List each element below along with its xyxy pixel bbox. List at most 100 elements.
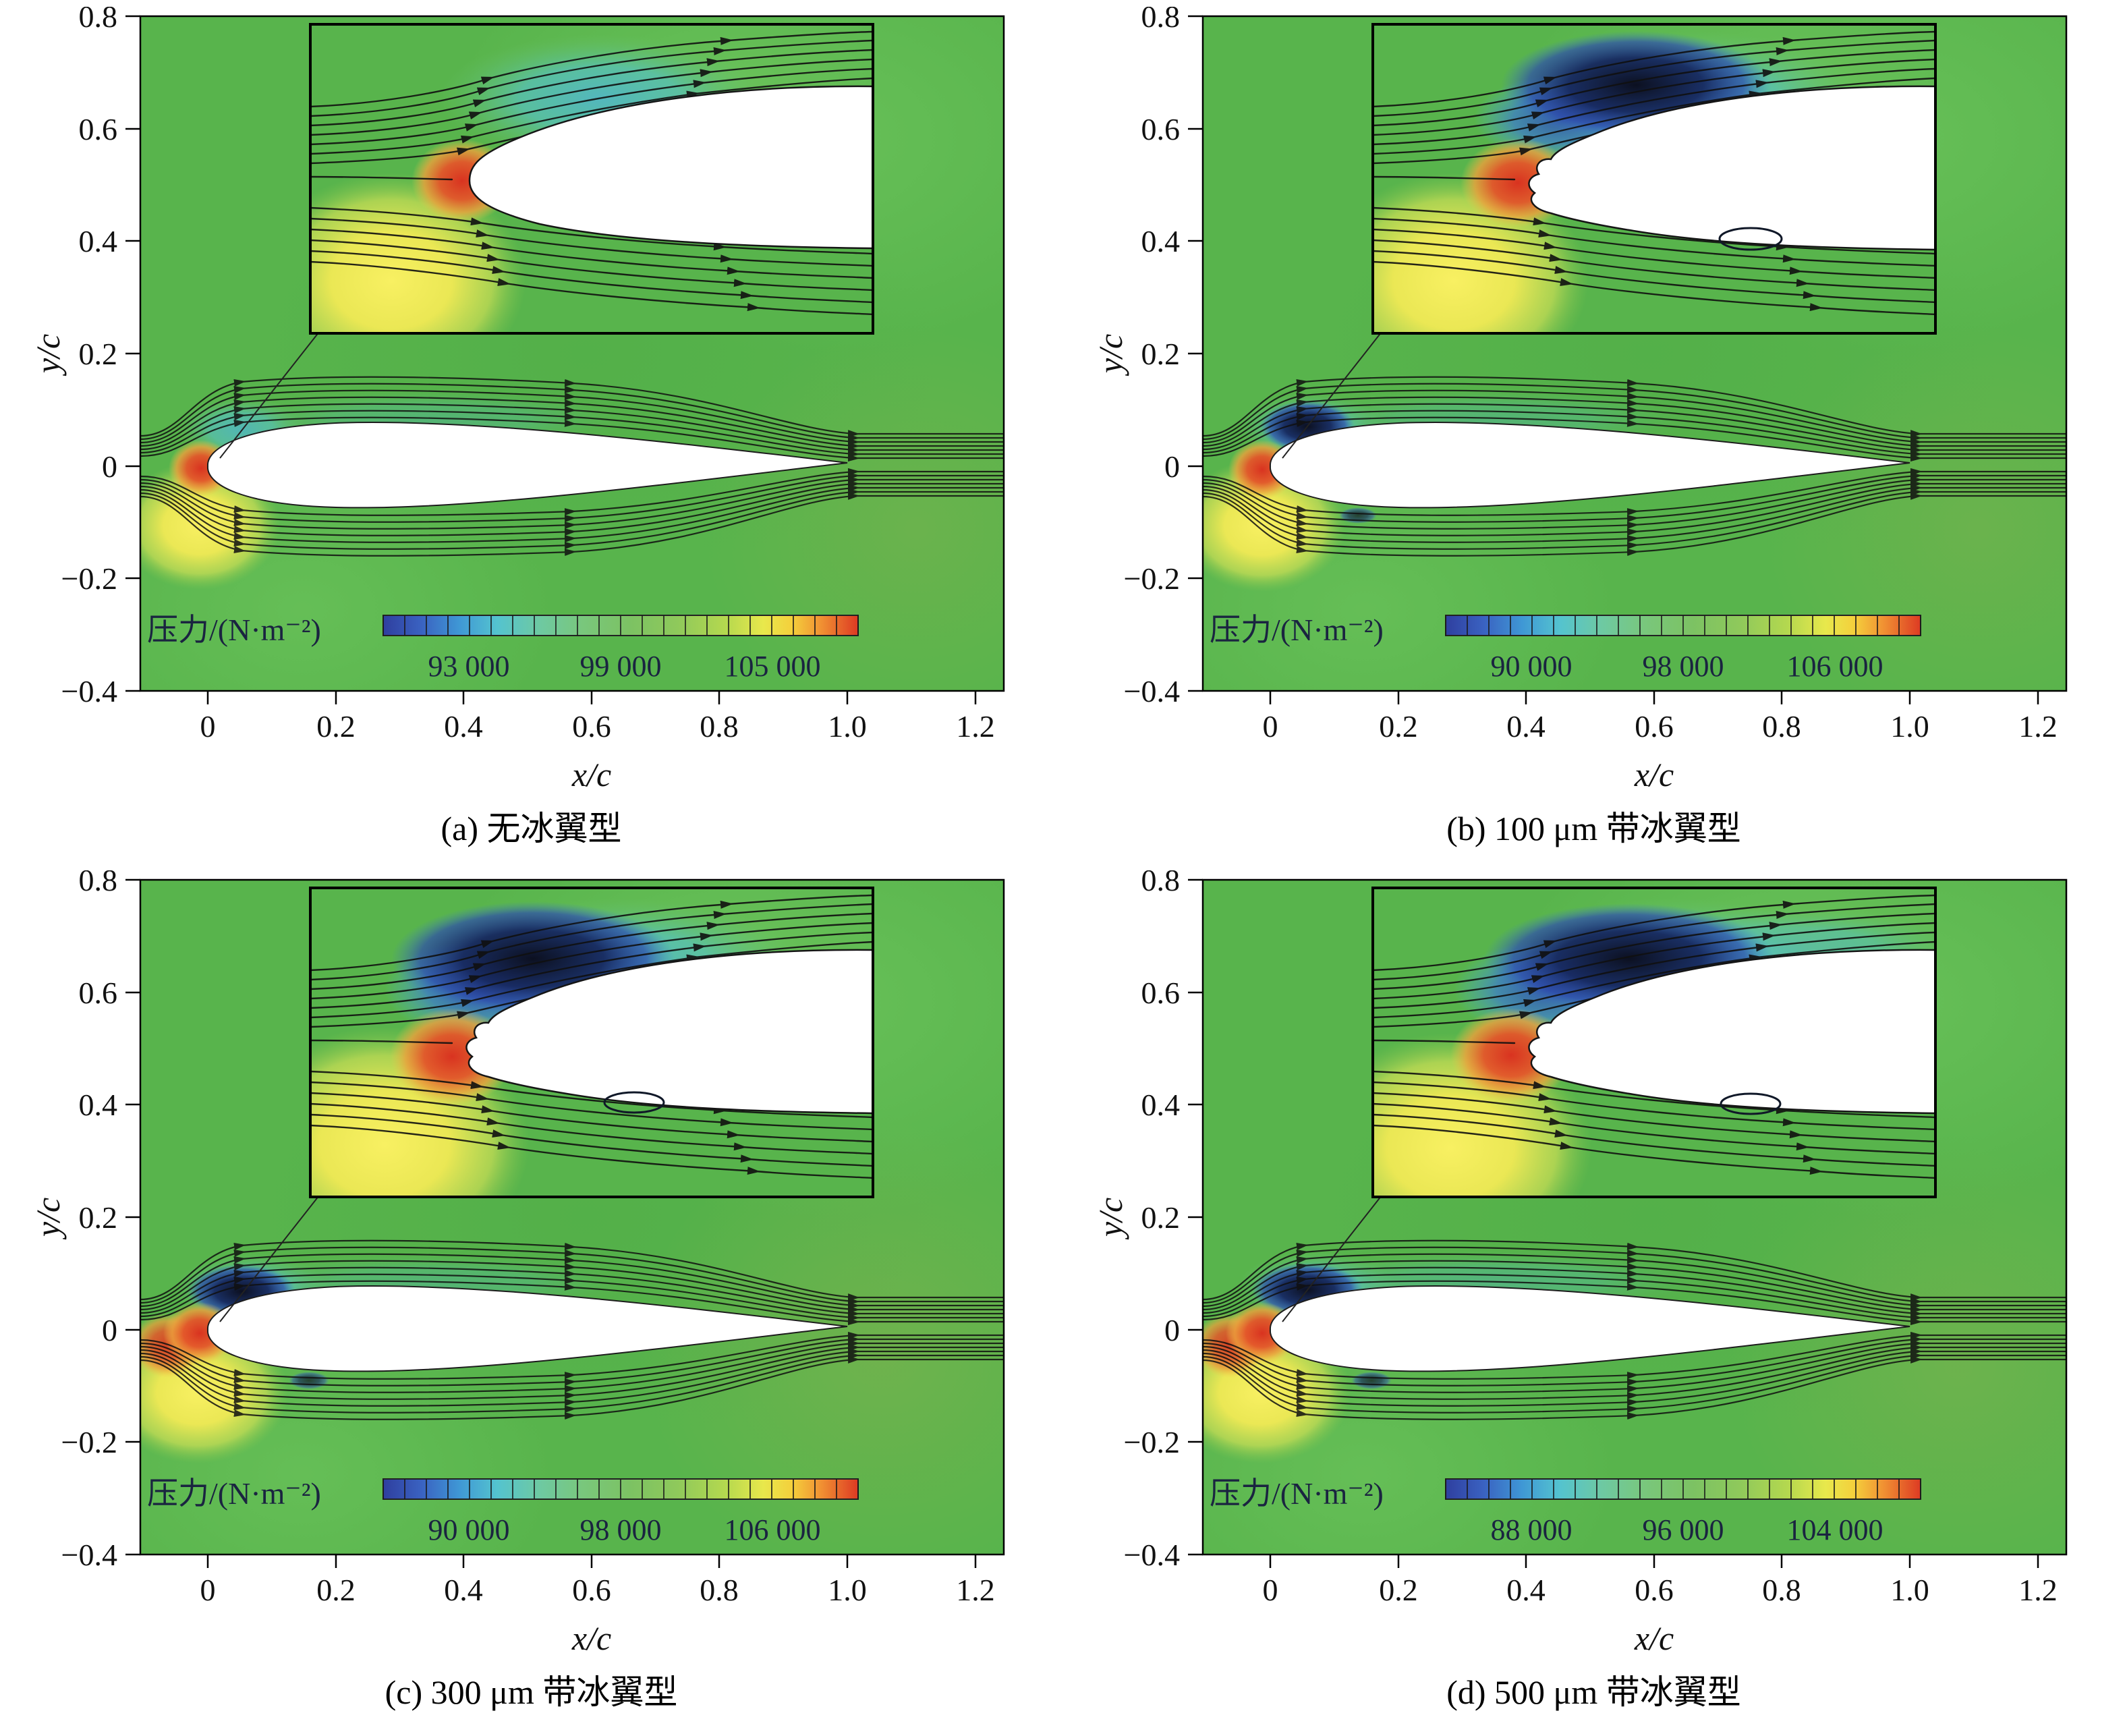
x-tick-label: 0.2 <box>1379 709 1418 744</box>
x-tick-label: 0.6 <box>572 1573 611 1607</box>
colorbar-tick-label: 105 000 <box>724 650 820 683</box>
y-tick-label: −0.4 <box>61 1538 117 1572</box>
x-tick-label: 0.6 <box>1635 709 1674 744</box>
x-tick-label: 0.2 <box>316 1573 356 1607</box>
plot-b: 压力/(N·m⁻²) 90 000 98 000 106 000 0 0.2 <box>1092 7 2067 793</box>
axis-tick-labels: 0 0.2 0.4 0.6 0.8 1.0 1.2 0.8 0.6 0.4 0.… <box>1123 7 2057 744</box>
leading-edge-inset <box>1371 23 1937 335</box>
y-tick-label: 0.6 <box>78 976 117 1010</box>
y-tick-label: −0.4 <box>61 674 117 708</box>
y-tick-label: 0.2 <box>78 337 117 371</box>
y-tick-label: 0.8 <box>1141 870 1180 897</box>
plot-a: 压力/(N·m⁻²) 93 000 99 000 105 000 0 0.2 <box>29 7 1004 793</box>
subplot-c: 压力/(N·m⁻²) 90 000 98 000 106 000 0 0.2 <box>0 866 1062 1730</box>
x-tick-label: 0.6 <box>1635 1573 1674 1607</box>
y-tick-label: −0.2 <box>1123 561 1179 596</box>
colorbar-tick-label: 98 000 <box>579 1513 661 1546</box>
inset-leader-line <box>219 1195 320 1322</box>
colorbar-label: 压力/(N·m⁻²) <box>147 613 321 647</box>
x-tick-label: 0.4 <box>444 1573 483 1607</box>
y-tick-label: 0 <box>102 449 117 484</box>
colorbar-tick-label: 104 000 <box>1786 1513 1883 1546</box>
leading-edge-inset <box>308 887 874 1198</box>
inset-border <box>308 887 874 1198</box>
leading-edge-inset <box>1371 887 1937 1198</box>
x-tick-label: 0 <box>1262 709 1278 744</box>
y-tick-label: 0.4 <box>1141 224 1180 258</box>
axis-tick-labels: 0 0.2 0.4 0.6 0.8 1.0 1.2 0.8 0.6 0.4 0.… <box>61 870 994 1607</box>
y-tick-label: 0.8 <box>78 7 117 34</box>
colorbar-label: 压力/(N·m⁻²) <box>1210 1476 1384 1511</box>
recirculation-vortex <box>1720 1092 1781 1115</box>
x-tick-label: 0.4 <box>1506 709 1546 744</box>
y-tick-label: −0.2 <box>61 561 117 596</box>
inset-border <box>1371 887 1937 1198</box>
subplot-b: 压力/(N·m⁻²) 90 000 98 000 106 000 0 0.2 <box>1062 3 2125 866</box>
recirculation-vortex <box>603 1091 664 1114</box>
colorbar-tick-label: 90 000 <box>1490 650 1572 683</box>
y-tick-label: 0.8 <box>1141 7 1180 34</box>
subplot-a: 压力/(N·m⁻²) 93 000 99 000 105 000 0 0.2 <box>0 3 1062 866</box>
y-tick-label: 0 <box>1164 449 1180 484</box>
x-axis-label: x/c <box>1633 756 1673 793</box>
colorbar: 压力/(N·m⁻²) 90 000 98 000 106 000 <box>147 1476 859 1546</box>
axis-tick-labels: 0 0.2 0.4 0.6 0.8 1.0 1.2 0.8 0.6 0.4 0.… <box>1123 870 2057 1607</box>
y-tick-label: 0.6 <box>78 112 117 146</box>
y-tick-label: 0.8 <box>78 870 117 897</box>
x-tick-label: 1.0 <box>1890 1573 1929 1607</box>
y-tick-label: −0.2 <box>61 1425 117 1459</box>
colorbar-label: 压力/(N·m⁻²) <box>147 1476 321 1511</box>
inset-border <box>308 23 874 335</box>
x-tick-label: 1.0 <box>1890 709 1929 744</box>
colorbar-tick-label: 106 000 <box>724 1513 820 1546</box>
colorbar-tick-label: 96 000 <box>1642 1513 1724 1546</box>
y-tick-label: 0.6 <box>1141 112 1180 146</box>
colorbar: 压力/(N·m⁻²) 88 000 96 000 104 000 <box>1210 1476 1921 1546</box>
colorbar-tick-label: 106 000 <box>1786 650 1883 683</box>
y-tick-label: 0.2 <box>78 1200 117 1235</box>
colorbar-tick-label: 99 000 <box>579 650 661 683</box>
colorbar: 压力/(N·m⁻²) 90 000 98 000 106 000 <box>1210 613 1921 683</box>
y-axis-label: y/c <box>1092 334 1129 376</box>
colorbar: 压力/(N·m⁻²) 93 000 99 000 105 000 <box>147 613 859 683</box>
inset-border <box>1371 23 1937 335</box>
y-tick-label: 0.2 <box>1141 1200 1180 1235</box>
recirculation-vortex <box>1718 227 1782 251</box>
axis-ticks <box>125 878 976 1568</box>
y-tick-label: 0.4 <box>1141 1088 1180 1122</box>
x-tick-label: 0.8 <box>1762 1573 1801 1607</box>
x-tick-label: 0.4 <box>1506 1573 1546 1607</box>
y-tick-label: −0.4 <box>1123 1538 1179 1572</box>
colorbar-tick-label: 88 000 <box>1490 1513 1572 1546</box>
axis-ticks <box>125 15 976 704</box>
x-tick-label: 0.8 <box>700 709 739 744</box>
subplot-caption-a: (a) 无冰翼型 <box>441 810 622 847</box>
y-axis-label: y/c <box>1092 1198 1129 1240</box>
axis-ticks <box>1187 15 2039 704</box>
x-axis-label: x/c <box>1633 1619 1673 1657</box>
x-axis-label: x/c <box>571 756 611 793</box>
y-axis-label: y/c <box>29 1198 67 1240</box>
x-tick-label: 0.2 <box>316 709 356 744</box>
axis-ticks <box>1187 878 2039 1568</box>
y-tick-label: 0.4 <box>78 1088 117 1122</box>
x-tick-label: 1.2 <box>2018 1573 2058 1607</box>
y-tick-label: 0.6 <box>1141 976 1180 1010</box>
x-tick-label: 0 <box>200 1573 215 1607</box>
plot-d: 压力/(N·m⁻²) 88 000 96 000 104 000 0 0.2 <box>1092 870 2067 1657</box>
colorbar-label: 压力/(N·m⁻²) <box>1210 613 1384 647</box>
plot-c: 压力/(N·m⁻²) 90 000 98 000 106 000 0 0.2 <box>29 870 1004 1657</box>
x-tick-label: 0.8 <box>700 1573 739 1607</box>
inset-leader-line <box>219 331 320 459</box>
x-tick-label: 1.0 <box>828 1573 867 1607</box>
leading-edge-inset <box>308 23 874 335</box>
y-tick-label: 0.2 <box>1141 337 1180 371</box>
x-tick-label: 0 <box>200 709 215 744</box>
x-tick-label: 1.2 <box>2018 709 2058 744</box>
y-tick-label: −0.4 <box>1123 674 1179 708</box>
y-tick-label: 0 <box>102 1313 117 1347</box>
axis-tick-labels: 0 0.2 0.4 0.6 0.8 1.0 1.2 0.8 0.6 0.4 0.… <box>61 7 994 744</box>
x-tick-label: 1.2 <box>956 709 995 744</box>
y-tick-label: −0.2 <box>1123 1425 1179 1459</box>
x-tick-label: 0.8 <box>1762 709 1801 744</box>
